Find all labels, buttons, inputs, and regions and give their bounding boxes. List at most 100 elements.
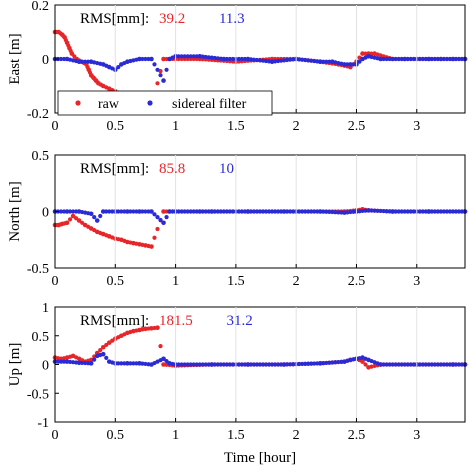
east-x-tick-label: 0.5 bbox=[107, 119, 125, 134]
north-trace-point-sidereal-filter bbox=[242, 209, 248, 214]
up-trace-point-sidereal-filter bbox=[236, 362, 241, 367]
north-trace-point-sidereal-filter bbox=[279, 209, 284, 214]
up-trace-point-sidereal-filter bbox=[58, 359, 64, 364]
north-trace-point-sidereal-filter bbox=[185, 209, 190, 214]
east-trace-point-raw bbox=[87, 70, 93, 75]
north-trace-point-sidereal-filter bbox=[254, 209, 260, 214]
north-trace-point-sidereal-filter bbox=[456, 209, 462, 214]
up-trace-point-sidereal-filter bbox=[110, 360, 115, 365]
north-ticks: 0 0.5 1 1.5 2 2.5 30.50-0.5 bbox=[27, 149, 420, 289]
east-trace-point-sidereal-filter bbox=[357, 59, 362, 64]
east-point-sidereal-filter bbox=[402, 56, 408, 62]
north-trace-point-sidereal-filter bbox=[236, 209, 241, 214]
up-trace-point-sidereal-filter bbox=[122, 361, 127, 366]
east-trace-point-raw bbox=[92, 77, 97, 82]
east-trace-point-sidereal-filter bbox=[327, 59, 332, 64]
east-trace-point-sidereal-filter bbox=[423, 56, 428, 62]
up-point-sidereal-filter bbox=[245, 362, 251, 367]
north-trace-point-sidereal-filter bbox=[405, 209, 410, 214]
up-trace-point-raw bbox=[134, 328, 139, 333]
north-trace-point-sidereal-filter bbox=[272, 209, 278, 214]
east-rms-label: RMS[mm]: bbox=[80, 11, 149, 27]
north-trace-point-raw bbox=[58, 222, 63, 227]
up-trace-point-sidereal-filter bbox=[384, 362, 389, 367]
north-trace-point-sidereal-filter bbox=[179, 209, 184, 214]
up-y-tick-label: 0 bbox=[42, 359, 49, 374]
up-trace-point-sidereal-filter bbox=[146, 362, 151, 367]
north-trace-point-sidereal-filter bbox=[191, 209, 196, 214]
up-y-tick-label: 1 bbox=[42, 301, 49, 316]
east-trace-point-raw bbox=[98, 82, 103, 87]
north-trace-point-raw bbox=[62, 221, 67, 226]
north-trace-point-sidereal-filter bbox=[402, 209, 407, 214]
north-point-sidereal-filter bbox=[209, 209, 215, 214]
north-trace-point-sidereal-filter bbox=[444, 209, 450, 214]
up-trace-point-sidereal-filter bbox=[260, 362, 266, 367]
east-trace-point-sidereal-filter bbox=[375, 56, 380, 61]
north-trace-point-sidereal-filter bbox=[393, 209, 398, 214]
east-trace-point-sidereal-filter bbox=[239, 56, 245, 62]
east-trace-point-sidereal-filter bbox=[143, 56, 148, 62]
up-trace-point-raw bbox=[104, 342, 109, 348]
up-trace-point-raw bbox=[67, 354, 73, 359]
up-trace-point-sidereal-filter bbox=[357, 356, 362, 361]
east-trace-point-sidereal-filter bbox=[339, 61, 344, 66]
north-data-points bbox=[52, 206, 468, 249]
east-point-sidereal-filter bbox=[161, 78, 166, 83]
north-point-sidereal-filter bbox=[94, 218, 100, 223]
east-trace-point-sidereal-filter bbox=[411, 56, 416, 62]
north-trace-point-sidereal-filter bbox=[260, 209, 266, 214]
up-trace-point-sidereal-filter bbox=[269, 362, 275, 367]
east-trace-point-sidereal-filter bbox=[179, 54, 184, 59]
up-trace-point-sidereal-filter bbox=[218, 362, 223, 367]
east-trace-point-sidereal-filter bbox=[399, 56, 404, 62]
legend-marker-filter bbox=[147, 100, 153, 106]
east-trace-point-sidereal-filter bbox=[429, 56, 434, 62]
up-trace-point-raw bbox=[152, 325, 157, 331]
east-trace-point-sidereal-filter bbox=[396, 56, 401, 62]
up-trace-point-sidereal-filter bbox=[345, 358, 350, 363]
north-trace-point-sidereal-filter bbox=[230, 209, 235, 214]
north-x-tick-label: 3 bbox=[413, 274, 420, 289]
east-trace-point-sidereal-filter bbox=[194, 54, 199, 59]
north-trace-point-sidereal-filter bbox=[128, 209, 133, 214]
east-trace-point-sidereal-filter bbox=[188, 54, 193, 59]
east-trace-point-sidereal-filter bbox=[104, 63, 109, 68]
up-trace-point-sidereal-filter bbox=[330, 360, 335, 365]
north-trace-point-sidereal-filter bbox=[206, 209, 211, 214]
north-trace-point-sidereal-filter bbox=[110, 209, 115, 214]
up-trace-point-raw bbox=[98, 348, 103, 353]
east-rms-filtered: 11.3 bbox=[219, 11, 245, 27]
east-trace-point-sidereal-filter bbox=[459, 56, 465, 62]
legend-entry-sidereal-filter: sidereal filter bbox=[172, 97, 247, 112]
east-trace-point-sidereal-filter bbox=[390, 56, 395, 62]
north-trace-point-sidereal-filter bbox=[266, 209, 272, 214]
north-trace-point-sidereal-filter bbox=[146, 209, 151, 214]
up-trace-point-raw bbox=[128, 329, 133, 335]
north-trace-point-sidereal-filter bbox=[321, 209, 326, 214]
up-trace-point-sidereal-filter bbox=[375, 361, 380, 366]
up-trace-point-sidereal-filter bbox=[408, 362, 413, 367]
north-trace-point-sidereal-filter bbox=[67, 209, 73, 214]
north-point-sidereal-filter bbox=[137, 209, 142, 214]
east-trace-point-sidereal-filter bbox=[140, 56, 145, 62]
up-trace-point-sidereal-filter bbox=[263, 362, 269, 367]
east-trace-point-raw bbox=[63, 38, 68, 43]
east-trace-point-sidereal-filter bbox=[58, 56, 64, 62]
north-trace-point-sidereal-filter bbox=[119, 209, 124, 214]
east-trace-point-raw bbox=[58, 31, 63, 36]
up-trace-point-sidereal-filter bbox=[203, 362, 208, 367]
up-trace-point-sidereal-filter bbox=[116, 361, 121, 366]
up-trace-point-sidereal-filter bbox=[300, 361, 305, 367]
up-trace-point-sidereal-filter bbox=[459, 362, 465, 367]
north-trace-point-sidereal-filter bbox=[107, 209, 112, 214]
east-trace-point-raw bbox=[363, 51, 368, 56]
up-trace-point-sidereal-filter bbox=[275, 362, 281, 367]
east-trace-point-raw bbox=[90, 74, 95, 79]
up-x-tick-label: 1 bbox=[172, 428, 179, 443]
up-trace-point-sidereal-filter bbox=[61, 359, 67, 364]
up-trace-point-sidereal-filter bbox=[55, 359, 61, 364]
north-trace-point-sidereal-filter bbox=[291, 209, 296, 214]
north-trace-point-sidereal-filter bbox=[438, 209, 443, 214]
up-trace-point-sidereal-filter bbox=[200, 362, 205, 367]
